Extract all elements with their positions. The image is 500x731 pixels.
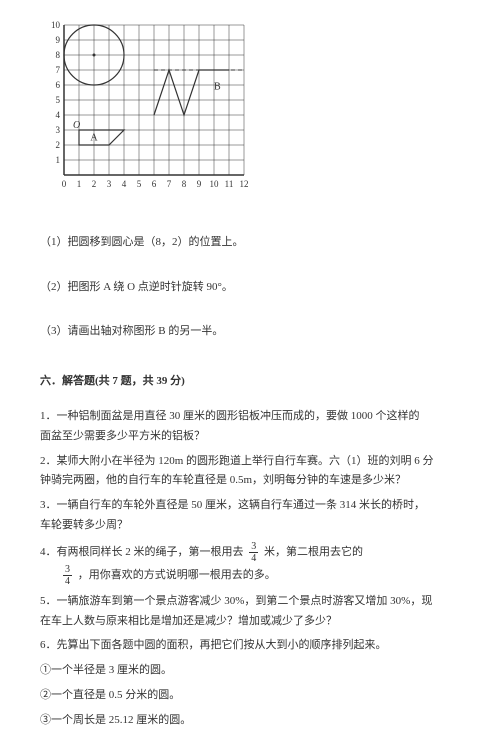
svg-text:4: 4 bbox=[122, 179, 127, 189]
svg-text:2: 2 bbox=[56, 140, 61, 150]
question-6b: ②一个直径是 0.5 分米的圆。 bbox=[40, 686, 460, 706]
svg-text:10: 10 bbox=[51, 20, 61, 30]
svg-text:6: 6 bbox=[152, 179, 157, 189]
q3-line2: 车轮要转多少周？ bbox=[40, 519, 128, 531]
question-3: 3．一辆自行车的车轮外直径是 50 厘米，这辆自行车通过一条 314 米长的桥时… bbox=[40, 496, 460, 536]
svg-text:3: 3 bbox=[56, 125, 61, 135]
svg-text:7: 7 bbox=[56, 65, 61, 75]
svg-text:11: 11 bbox=[225, 179, 234, 189]
q1-line1: 1．一种铝制面盆是用直径 30 厘米的圆形铝板冲压而成的，要做 1000 个这样… bbox=[40, 410, 420, 422]
grid-figure: 012345678910111212345678910AOB bbox=[50, 20, 460, 198]
frac2-den: 4 bbox=[63, 576, 72, 587]
grid-svg: 012345678910111212345678910AOB bbox=[50, 20, 250, 190]
item-3: （3）请画出轴对称图形 B 的另一半。 bbox=[40, 322, 460, 342]
frac1-den: 4 bbox=[249, 553, 258, 564]
svg-text:9: 9 bbox=[197, 179, 202, 189]
q4-tail: ，用你喜欢的方式说明哪一根用去的多。 bbox=[78, 569, 276, 581]
svg-text:6: 6 bbox=[56, 80, 61, 90]
question-6a: ①一个半径是 3 厘米的圆。 bbox=[40, 661, 460, 681]
svg-text:4: 4 bbox=[56, 110, 61, 120]
item-2: （2）把图形 A 绕 O 点逆时针旋转 90°。 bbox=[40, 278, 460, 298]
svg-text:O: O bbox=[73, 120, 80, 131]
q4-row2: 3 4 ，用你喜欢的方式说明哪一根用去的多。 bbox=[60, 569, 276, 581]
svg-text:9: 9 bbox=[56, 35, 61, 45]
frac1-num: 3 bbox=[249, 541, 258, 553]
svg-text:2: 2 bbox=[92, 179, 97, 189]
svg-text:1: 1 bbox=[56, 155, 61, 165]
q2-line1: 2．某师大附小在半径为 120m 的圆形跑道上举行自行车赛。六（1）班的刘明 6… bbox=[40, 455, 434, 467]
fraction-1: 3 4 bbox=[249, 541, 258, 564]
question-6: 6．先算出下面各题中圆的面积，再把它们按从大到小的顺序排列起来。 bbox=[40, 636, 460, 656]
question-6c: ③一个周长是 25.12 厘米的圆。 bbox=[40, 711, 460, 731]
section-title: 六．解答题(共 7 题，共 39 分) bbox=[40, 372, 460, 392]
svg-text:5: 5 bbox=[137, 179, 142, 189]
svg-text:7: 7 bbox=[167, 179, 172, 189]
item-1: （1）把圆移到圆心是（8，2）的位置上。 bbox=[40, 233, 460, 253]
svg-text:5: 5 bbox=[56, 95, 61, 105]
svg-text:A: A bbox=[90, 133, 98, 144]
svg-text:12: 12 bbox=[240, 179, 249, 189]
q4-mid: 米，第二根用去它的 bbox=[264, 546, 363, 558]
q5-line2: 在车上人数与原来相比是增加还是减少？增加或减少了多少？ bbox=[40, 615, 337, 627]
svg-text:B: B bbox=[214, 82, 221, 93]
svg-text:8: 8 bbox=[182, 179, 187, 189]
question-4: 4．有两根同样长 2 米的绳子，第一根用去 3 4 米，第二根用去它的 3 4 … bbox=[40, 541, 460, 587]
question-5: 5．一辆旅游车到第一个景点游客减少 30%，到第二个景点时游客又增加 30%，现… bbox=[40, 592, 460, 632]
svg-text:8: 8 bbox=[56, 50, 61, 60]
svg-text:0: 0 bbox=[62, 179, 67, 189]
q2-line2: 钟骑完两圈，他的自行车的车轮直径是 0.5m，刘明每分钟的车速是多少米？ bbox=[40, 474, 406, 486]
frac2-num: 3 bbox=[63, 564, 72, 576]
q4-pre: 4．有两根同样长 2 米的绳子，第一根用去 bbox=[40, 546, 244, 558]
question-2: 2．某师大附小在半径为 120m 的圆形跑道上举行自行车赛。六（1）班的刘明 6… bbox=[40, 452, 460, 492]
q1-line2: 面盆至少需要多少平方米的铝板？ bbox=[40, 430, 205, 442]
svg-text:1: 1 bbox=[77, 179, 82, 189]
q3-line1: 3．一辆自行车的车轮外直径是 50 厘米，这辆自行车通过一条 314 米长的桥时… bbox=[40, 499, 425, 511]
svg-text:3: 3 bbox=[107, 179, 112, 189]
svg-text:10: 10 bbox=[210, 179, 220, 189]
question-1: 1．一种铝制面盆是用直径 30 厘米的圆形铝板冲压而成的，要做 1000 个这样… bbox=[40, 407, 460, 447]
fraction-2: 3 4 bbox=[63, 564, 72, 587]
q5-line1: 5．一辆旅游车到第一个景点游客减少 30%，到第二个景点时游客又增加 30%，现 bbox=[40, 595, 432, 607]
